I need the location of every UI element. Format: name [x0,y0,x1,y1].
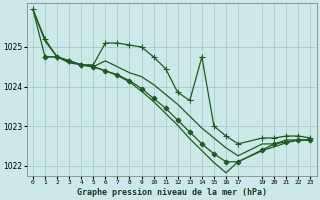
X-axis label: Graphe pression niveau de la mer (hPa): Graphe pression niveau de la mer (hPa) [77,188,267,197]
